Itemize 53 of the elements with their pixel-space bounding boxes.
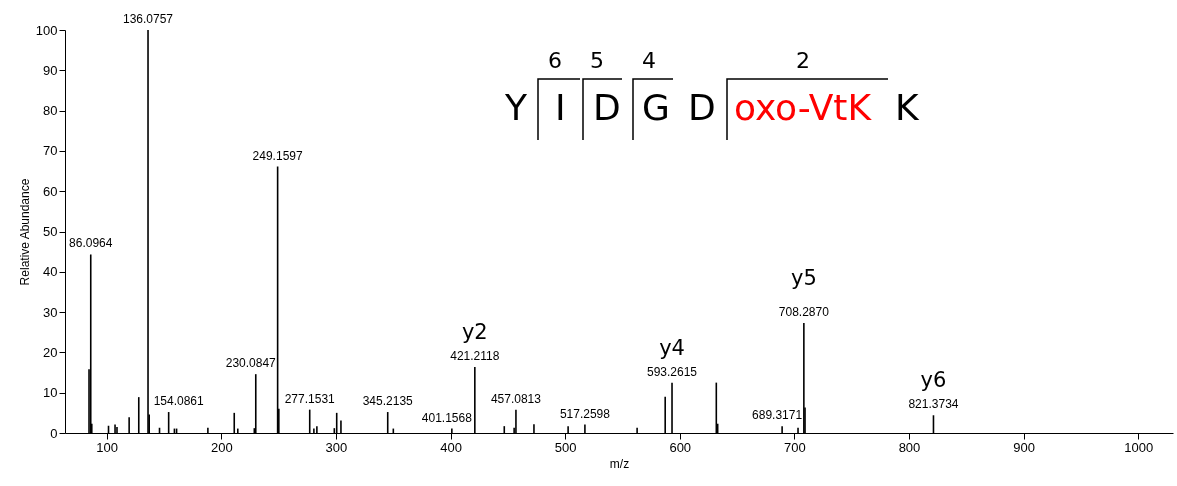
x-tick-label: 300 (325, 439, 348, 455)
y-tick-label: 10 (43, 385, 58, 401)
annotation: 821.3734 (908, 397, 959, 412)
annotation: 6 (548, 48, 562, 73)
annotation: 421.2118 (450, 348, 500, 363)
x-tick-label: 700 (784, 439, 806, 455)
x-tick-label: 600 (669, 439, 692, 455)
y-tick-label: 30 (43, 304, 58, 320)
annotation: K (895, 87, 919, 128)
y-tick-label: 20 (43, 344, 58, 360)
annotation: I (555, 87, 566, 128)
x-axis-title: m/z (609, 456, 630, 471)
y-tick-label: 60 (43, 183, 58, 199)
annotation: D (593, 87, 621, 128)
annotation: 2 (796, 48, 810, 73)
annotation: 593.2615 (646, 364, 698, 379)
annotation: G (642, 87, 670, 128)
annotation: 401.1568 (421, 410, 473, 425)
x-tick-label: 200 (210, 439, 233, 455)
annotation: 230.0847 (225, 356, 277, 371)
annotation: 457.0813 (490, 391, 542, 406)
x-tick-label: 900 (1013, 439, 1035, 455)
annotation: 249.1597 (252, 148, 303, 163)
annotation: y6 (920, 368, 947, 393)
x-tick-label: 800 (898, 439, 921, 455)
y-tick-label: 80 (43, 103, 58, 119)
annotation: 689.3171 (752, 408, 803, 423)
annotation: 277.1531 (284, 391, 336, 406)
annotation: 86.0964 (69, 236, 113, 251)
annotation: 136.0757 (122, 12, 174, 26)
y-tick-label: 40 (43, 264, 58, 280)
y-tick-label: 100 (35, 22, 58, 38)
y-tick-label: 0 (50, 425, 58, 441)
x-tick-label: 500 (554, 439, 577, 455)
annotation: 708.2870 (778, 304, 830, 319)
annotation: 154.0861 (153, 394, 205, 409)
x-tick-label: 400 (440, 439, 462, 455)
annotation: D (688, 87, 716, 128)
annotation: Y (505, 87, 527, 128)
annotation: y4 (659, 335, 685, 360)
x-tick-label: 1000 (1124, 439, 1154, 455)
annotation: 4 (642, 48, 656, 73)
y-tick-label: 70 (43, 143, 58, 159)
annotation: oxo-VtK (734, 87, 872, 128)
x-tick-label: 100 (96, 439, 119, 455)
y-tick-label: 50 (43, 224, 58, 239)
annotation: y2 (461, 319, 488, 344)
y-axis-title: Relative Abundance (17, 178, 32, 286)
annotation: 517.2598 (559, 406, 611, 421)
annotation: 345.2135 (362, 394, 414, 409)
annotation: 5 (590, 48, 604, 73)
y-tick-label: 90 (43, 62, 58, 78)
annotation: y5 (790, 265, 817, 290)
